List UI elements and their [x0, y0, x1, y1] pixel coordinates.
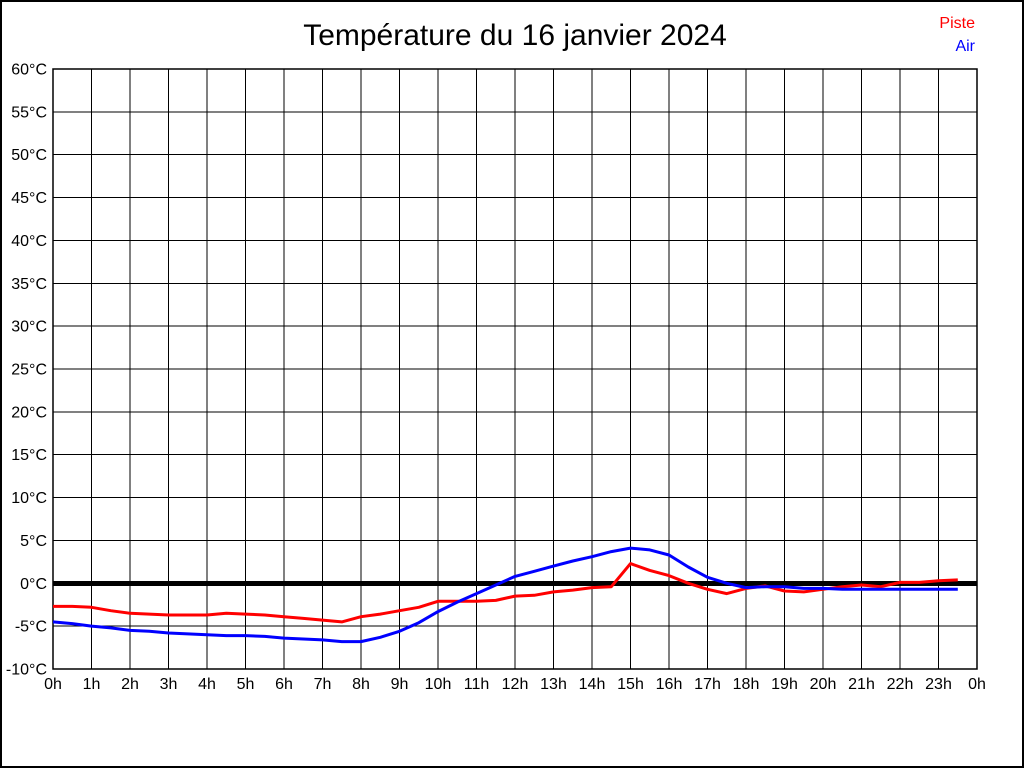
y-tick-label: 5°C [20, 533, 47, 550]
y-tick-label: 30°C [11, 319, 47, 336]
x-tick-label: 12h [502, 676, 529, 693]
x-tick-label: 18h [733, 676, 760, 693]
x-tick-label: 23h [925, 676, 952, 693]
y-tick-label: 40°C [11, 233, 47, 250]
x-tick-label: 4h [198, 676, 216, 693]
series-line-air [52, 546, 958, 644]
y-tick-label: 45°C [11, 190, 47, 207]
y-tick-label: 25°C [11, 362, 47, 379]
y-axis-tick-labels: 60°C 55°C 50°C 45°C 40°C 35°C 30°C 25°C 20°C 15°C… [6, 62, 47, 679]
legend-item-piste: Piste [939, 15, 975, 32]
x-tick-label: 9h [391, 676, 409, 693]
y-tick-label: -5°C [15, 619, 47, 636]
x-tick-label: 11h [464, 676, 490, 693]
x-tick-label: 16h [656, 676, 683, 693]
plot-frame [52, 68, 978, 670]
x-tick-label: 20h [810, 676, 837, 693]
y-tick-label: 10°C [11, 490, 47, 507]
chart-title: Température du 16 janvier 2024 [303, 19, 727, 52]
x-tick-label: 7h [314, 676, 332, 693]
x-tick-label: 15h [617, 676, 644, 693]
x-tick-label: 0h [44, 676, 62, 693]
x-tick-label: 1h [83, 676, 101, 693]
x-tick-label: 0h [968, 676, 986, 693]
x-tick-label: 19h [771, 676, 798, 693]
legend-item-air: Air [955, 38, 975, 55]
y-tick-label: 0°C [20, 576, 47, 593]
y-tick-label: 20°C [11, 404, 47, 421]
y-tick-label: 35°C [11, 276, 47, 293]
x-tick-label: 8h [352, 676, 370, 693]
x-tick-label: 10h [425, 676, 452, 693]
x-tick-label: 17h [694, 676, 721, 693]
chart-legend: Piste Air [939, 12, 975, 58]
x-tick-label: 6h [275, 676, 293, 693]
y-tick-label: 50°C [11, 147, 47, 164]
x-tick-label: 14h [579, 676, 606, 693]
y-tick-label: -10°C [6, 662, 47, 679]
x-tick-label: 3h [160, 676, 178, 693]
x-tick-label: 21h [848, 676, 875, 693]
x-tick-label: 22h [887, 676, 914, 693]
y-tick-label: 55°C [11, 104, 47, 121]
series-line-piste [53, 562, 958, 624]
x-tick-label: 2h [121, 676, 139, 693]
grid-lines [52, 68, 978, 670]
y-tick-label: 15°C [11, 447, 47, 464]
x-tick-label: 5h [237, 676, 255, 693]
y-tick-label: 60°C [11, 62, 47, 79]
x-axis-tick-labels: 0h 1h 2h 3h 4h 5h 6h 7h 8h 9h 10h 11h 12h 13h 14h 15h 16… [44, 676, 986, 693]
x-tick-label: 13h [540, 676, 567, 693]
